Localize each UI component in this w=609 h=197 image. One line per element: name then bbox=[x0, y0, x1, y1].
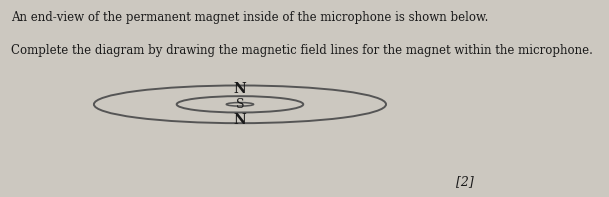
Text: An end-view of the permanent magnet inside of the microphone is shown below.: An end-view of the permanent magnet insi… bbox=[11, 11, 488, 24]
Text: N: N bbox=[234, 113, 246, 127]
Text: Complete the diagram by drawing the magnetic field lines for the magnet within t: Complete the diagram by drawing the magn… bbox=[11, 44, 593, 57]
Text: [2]: [2] bbox=[456, 175, 474, 188]
Text: N: N bbox=[234, 82, 246, 96]
Text: S: S bbox=[236, 98, 244, 111]
